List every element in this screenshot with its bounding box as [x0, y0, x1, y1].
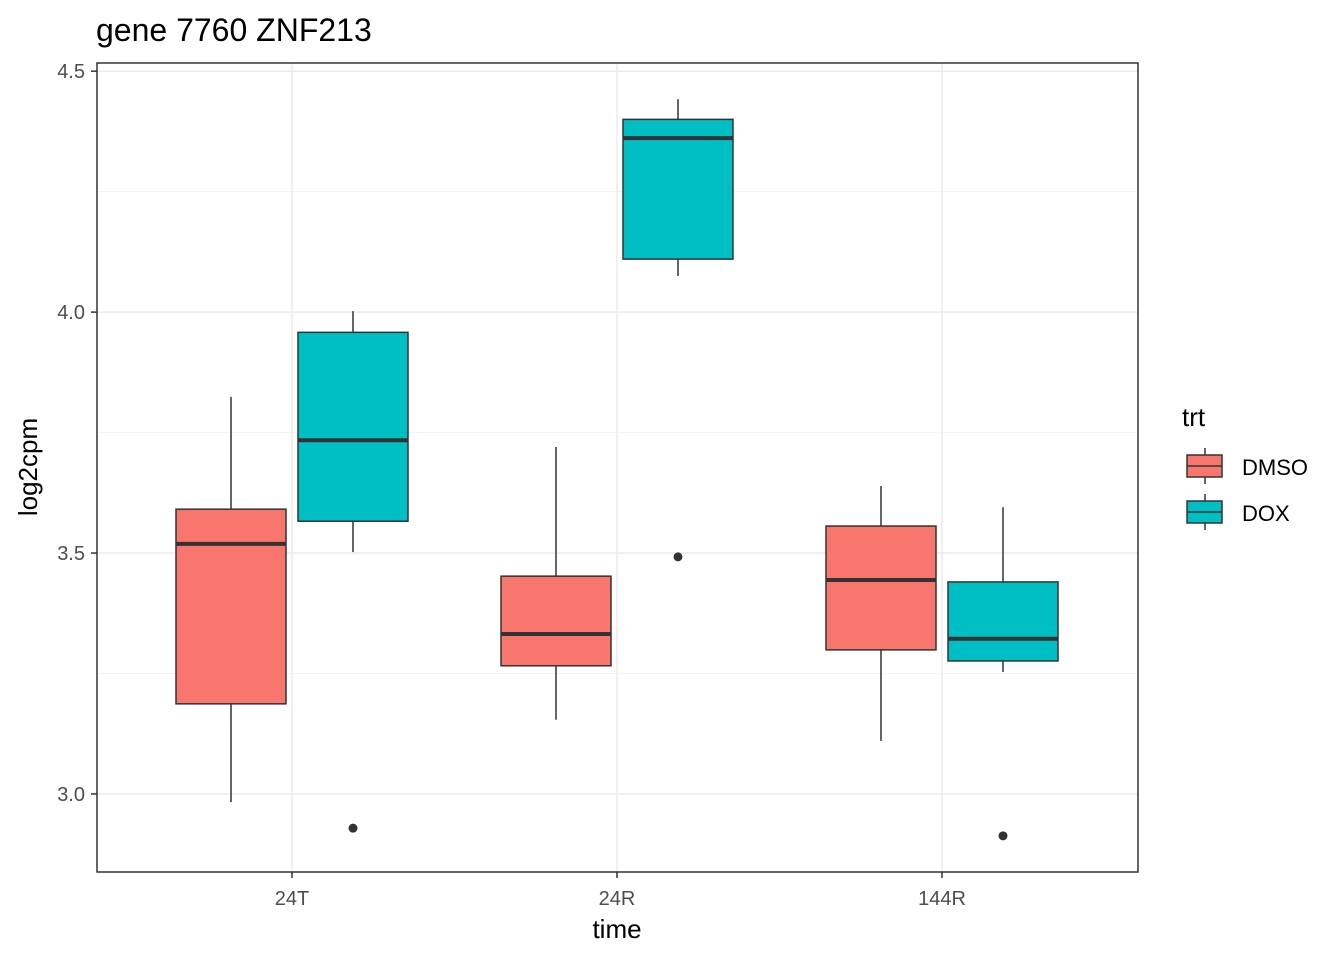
- box-iqr: [622, 118, 734, 260]
- legend-label: DOX: [1242, 501, 1290, 526]
- y-tick-label: 4.0: [57, 302, 85, 324]
- x-tick-label: 144R: [918, 888, 966, 910]
- box-iqr: [500, 575, 612, 667]
- box-iqr: [297, 331, 409, 522]
- outlier-point: [673, 552, 683, 562]
- legend: trt DMSO DOX: [1182, 402, 1308, 530]
- grid: [97, 63, 1138, 872]
- outlier-point: [998, 831, 1008, 841]
- chart-title: gene 7760 ZNF213: [96, 12, 372, 48]
- x-tick-label: 24R: [599, 888, 636, 910]
- y-tick-label: 3.0: [57, 784, 85, 806]
- box-dox-24r: [622, 99, 734, 562]
- y-tick-label: 3.5: [57, 543, 85, 565]
- y-tick-label: 4.5: [57, 61, 85, 83]
- box-dmso-24r: [500, 447, 612, 720]
- box-dmso-24t: [175, 396, 287, 803]
- box-dmso-144r: [825, 486, 937, 741]
- legend-title: trt: [1182, 402, 1206, 432]
- box-iqr: [825, 525, 937, 651]
- box-iqr: [175, 508, 287, 705]
- box-dox-144r: [947, 507, 1059, 841]
- outlier-point: [348, 823, 358, 833]
- boxes: [175, 99, 1059, 841]
- x-tick-label: 24T: [275, 888, 309, 910]
- y-axis-label: log2cpm: [13, 418, 43, 516]
- box-dox-24t: [297, 311, 409, 833]
- box-iqr: [947, 581, 1059, 662]
- axes: 3.0 3.5 4.0 4.5 24T 24R 144R: [57, 61, 966, 910]
- legend-label: DMSO: [1242, 455, 1308, 480]
- x-axis-label: time: [592, 914, 641, 944]
